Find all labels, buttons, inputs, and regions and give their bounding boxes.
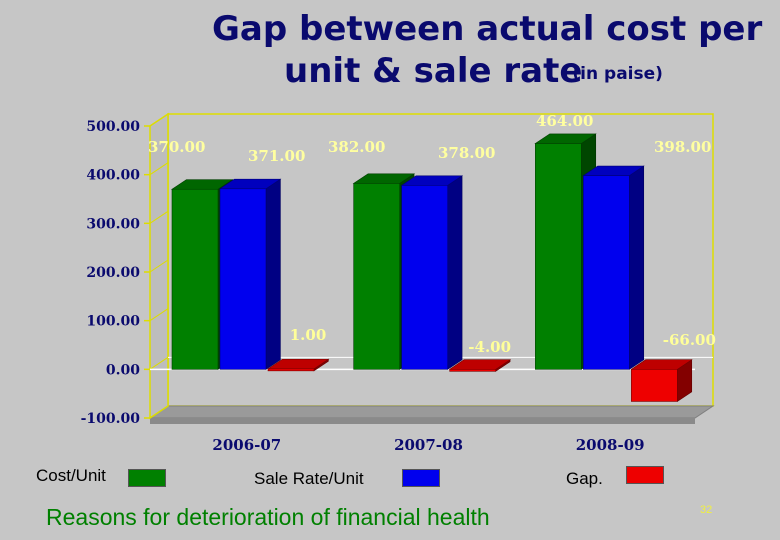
bar-sale-rate-unit-2007-08-side [447,175,463,370]
data-label-cost-unit-2007-08: 382.00 [328,138,385,156]
legend-swatch-cost-unit [128,469,166,487]
legend-label-gap: Gap. [566,469,603,488]
y-tick-label: 0.00 [106,362,140,378]
y-tick-label: 400.00 [86,168,140,184]
data-label-gap-2007-08: -4.00 [468,338,511,356]
plot-floor [148,405,715,419]
data-label-cost-unit-2006-07: 370.00 [148,138,205,156]
bar-cost-unit-2008-09 [535,143,582,370]
y-tick-depth-line [149,210,169,224]
title-line-1: Gap between actual cost per [212,9,763,49]
data-label-gap-2006-07: 1.00 [290,326,327,344]
bar-sale-rate-unit-2008-09-side [629,165,645,370]
data-label-cost-unit-2008-09: 464.00 [536,112,593,130]
y-tick-depth-line [149,405,169,419]
y-tick-label: -100.00 [81,411,141,427]
y-tick-depth-line [149,356,169,370]
legend-swatch-gap [626,466,664,484]
footer-caption: Reasons for deterioration of financial h… [46,504,490,530]
bar-sale-rate-unit-2007-08 [401,185,448,370]
y-tick-depth-line [149,259,169,273]
bar-cost-unit-2007-08 [353,183,400,370]
bar-sale-rate-unit-2006-07-side [265,178,281,370]
data-label-sale-rate-unit-2006-07: 371.00 [248,147,305,165]
x-tick-label: 2008-09 [576,436,645,454]
legend-label-sale-rate-unit: Sale Rate/Unit [254,469,364,488]
data-label-sale-rate-unit-2008-09: 398.00 [654,138,711,156]
y-tick-label: 500.00 [86,119,140,135]
bar-cost-unit-2006-07 [171,188,219,370]
y-tick-depth-line [149,162,169,176]
y-tick-label: 200.00 [86,265,140,281]
bar-sale-rate-unit-2008-09 [583,175,630,370]
bar-gap-2007-08 [449,369,496,372]
y-tick-depth-line [149,113,169,127]
title-unit-suffix: (in paise) [572,64,663,84]
legend-swatch-sale-rate-unit [402,469,440,487]
title-line-2: unit & sale rate(in paise) [212,50,780,98]
title-line-2-text: unit & sale rate [284,51,583,91]
data-label-gap-2008-09: -66.00 [663,331,716,349]
bar-gap-2006-07 [267,368,315,372]
x-tick-label: 2006-07 [212,436,281,454]
plot-floor-edge [150,418,695,424]
y-tick-label: 100.00 [86,314,140,330]
x-tick-label: 2007-08 [394,436,463,454]
bar-gap-2008-09 [631,369,678,402]
chart-title: Gap between actual cost per unit & sale … [212,8,780,98]
y-tick-depth-line [149,308,169,322]
bar-sale-rate-unit-2006-07 [219,188,267,370]
y-tick-label: 300.00 [86,216,140,232]
data-label-sale-rate-unit-2007-08: 378.00 [438,144,495,162]
legend-label-cost-unit: Cost/Unit [36,466,106,485]
page-number: 32 [700,504,713,516]
